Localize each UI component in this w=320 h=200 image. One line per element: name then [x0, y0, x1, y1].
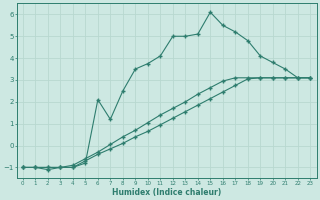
- X-axis label: Humidex (Indice chaleur): Humidex (Indice chaleur): [112, 188, 221, 197]
